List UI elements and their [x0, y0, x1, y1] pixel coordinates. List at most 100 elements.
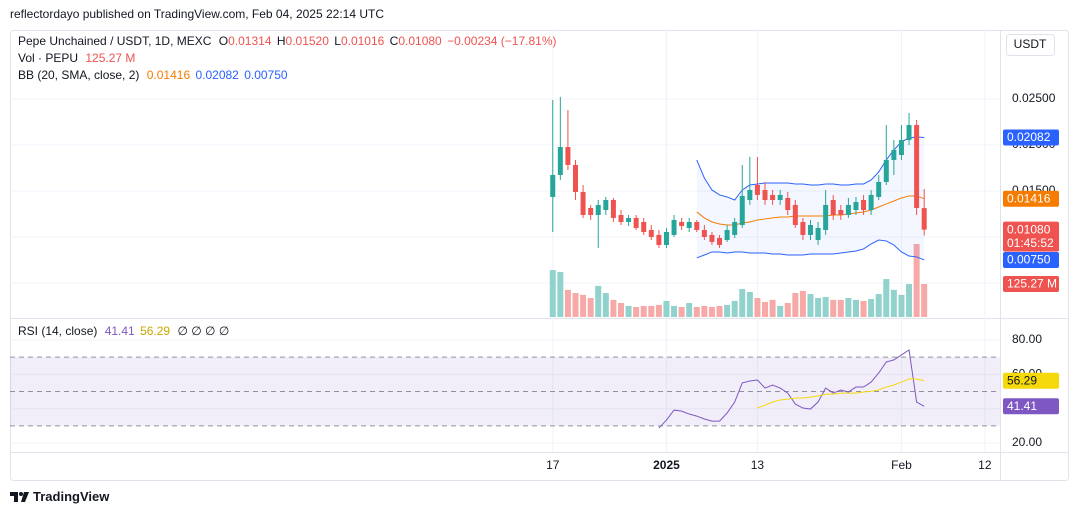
candle-body	[686, 221, 692, 228]
volume-bar	[580, 294, 587, 317]
rsi-tick-label: 20.00	[1012, 435, 1042, 449]
volume-bar	[746, 291, 753, 317]
volume-bar	[671, 305, 678, 317]
y-tick-label: 0.02500	[1012, 91, 1056, 105]
ohlc-key: H	[277, 34, 286, 48]
volume-bar	[913, 243, 920, 317]
ohlc-key: L	[334, 34, 341, 48]
candle-body	[838, 210, 844, 215]
candle-body	[595, 204, 601, 215]
candle-body	[770, 194, 776, 200]
volume-bar	[572, 293, 579, 317]
currency-button[interactable]	[1006, 34, 1055, 56]
candle-body	[550, 174, 556, 197]
candle-body	[823, 204, 829, 230]
chart-frame	[10, 30, 1069, 481]
volume-bar	[815, 298, 822, 317]
volume-bar	[898, 294, 905, 317]
currency-label[interactable]: USDT	[1014, 37, 1047, 51]
symbol-legend: Pepe Unchained / USDT, 1D, MEXC O0.01314…	[18, 34, 557, 48]
volume-bar	[648, 305, 655, 317]
volume-bar	[739, 289, 746, 317]
symbol-title: Pepe Unchained / USDT, 1D, MEXC	[18, 34, 212, 48]
volume-bar	[678, 306, 685, 317]
rsi-tick-label: 80.00	[1012, 332, 1042, 346]
candle-body	[694, 221, 700, 230]
ohlc-value: 0.01016	[341, 34, 385, 48]
candle-body	[830, 199, 836, 215]
candle-body	[732, 221, 738, 235]
x-tick-label: Feb	[891, 458, 912, 472]
x-tick-label: 17	[546, 458, 560, 472]
rsi-ma-value: 56.29	[140, 324, 170, 338]
bb-title: BB (20, SMA, close, 2)	[18, 68, 139, 82]
volume-tag-bg	[1003, 275, 1059, 292]
candle-body	[876, 181, 882, 197]
volume-bar	[633, 306, 640, 317]
published-note: reflectordayo published on TradingView.c…	[10, 7, 384, 21]
rsi-title: RSI (14, close)	[18, 324, 97, 338]
bb-upper-tag-bg	[1003, 129, 1059, 146]
last-price-tag-bg	[1003, 221, 1059, 252]
rsi-line	[757, 378, 925, 409]
candle-body	[921, 208, 927, 230]
logo-mark	[21, 492, 29, 502]
volume-bar	[701, 305, 708, 317]
bb-basis-tag: 0.01416	[1007, 191, 1051, 205]
volume-bar	[663, 300, 670, 317]
volume-bar	[587, 298, 594, 317]
candle-body	[588, 207, 594, 215]
volume-bar	[792, 293, 799, 317]
candle-body	[861, 199, 867, 211]
candle-body	[701, 229, 707, 237]
candle-body	[565, 147, 571, 165]
volume-bar	[799, 290, 806, 317]
candle-body	[648, 229, 654, 237]
bb-line	[696, 239, 925, 261]
volume-bar	[875, 294, 882, 317]
candle-body	[777, 194, 783, 200]
candle-body	[557, 147, 563, 175]
candle-body	[709, 234, 715, 242]
volume-bar	[769, 299, 776, 317]
rsi-tag: 41.41	[1007, 399, 1037, 413]
candle-body	[747, 189, 753, 200]
volume-bar	[686, 303, 693, 317]
candle-body	[883, 159, 889, 182]
candle-body	[807, 225, 813, 235]
candle-body	[845, 204, 851, 215]
volume-bar	[617, 303, 624, 317]
candle-body	[679, 221, 685, 226]
volume-bar	[807, 294, 814, 317]
bb-upper-value: 0.02082	[195, 68, 239, 82]
volume-bar	[716, 305, 723, 317]
candle-body	[792, 204, 798, 226]
volume-bar	[845, 298, 852, 317]
candle-body	[891, 149, 897, 160]
volume-bar	[602, 293, 609, 317]
volume-bar	[890, 289, 897, 317]
change-value: −0.00234 (−17.81%)	[447, 34, 556, 48]
bb-upper-tag: 0.02082	[1007, 130, 1051, 144]
rsi-ma-tag-bg	[1003, 372, 1059, 389]
volume-bar	[830, 299, 837, 317]
volume-bar	[777, 305, 784, 317]
candle-body	[572, 164, 578, 192]
logo-mark	[10, 492, 18, 502]
volume-bar	[625, 305, 632, 317]
volume-bar	[610, 299, 617, 317]
last-price-tag: 0.01080	[1007, 222, 1051, 236]
ohlc-value: 0.01080	[398, 34, 442, 48]
ohlc-value: 0.01314	[228, 34, 272, 48]
volume-bar	[549, 270, 556, 317]
candle-body	[898, 140, 904, 156]
rsi-tag-bg	[1003, 398, 1059, 415]
volume-bar	[731, 300, 738, 317]
volume-bar	[860, 300, 867, 317]
volume-bar	[822, 296, 829, 317]
price-layer	[550, 96, 927, 261]
volume-bar	[868, 299, 875, 317]
candle-body	[785, 197, 791, 211]
x-tick-label: 12	[978, 458, 992, 472]
